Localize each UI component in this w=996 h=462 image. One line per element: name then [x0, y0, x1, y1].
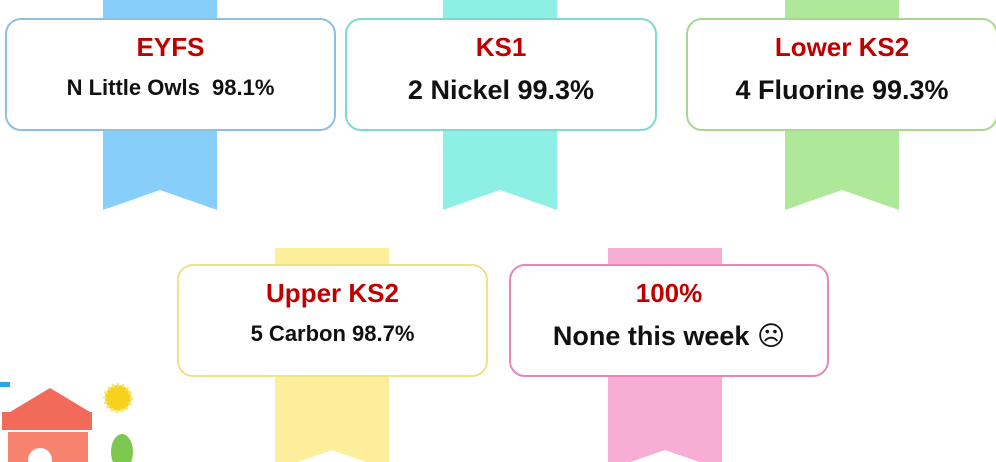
badge-title: KS1 — [347, 32, 655, 62]
badge-title: Lower KS2 — [688, 32, 996, 62]
badge: 100% None this week ☹ — [509, 264, 829, 377]
badge: Upper KS2 5 Carbon 98.7% — [177, 264, 488, 377]
badge-text: 4 Fluorine 99.3% — [688, 74, 996, 106]
page: EYFS N Little Owls 98.1% KS1 2 Nickel 99… — [0, 0, 996, 462]
badge: Lower KS2 4 Fluorine 99.3% — [686, 18, 996, 131]
badge-text: 2 Nickel 99.3% — [347, 74, 655, 106]
badge-text: N Little Owls 98.1% — [7, 72, 334, 104]
badge-title: Upper KS2 — [179, 278, 486, 308]
decoration — [0, 382, 133, 462]
badge: KS1 2 Nickel 99.3% — [345, 18, 657, 131]
badge-text: 5 Carbon 98.7% — [179, 318, 486, 350]
badge: EYFS N Little Owls 98.1% — [5, 18, 336, 131]
badge-title: 100% — [511, 278, 827, 308]
badge-text: None this week ☹ — [511, 320, 827, 352]
badge-title: EYFS — [7, 32, 334, 62]
